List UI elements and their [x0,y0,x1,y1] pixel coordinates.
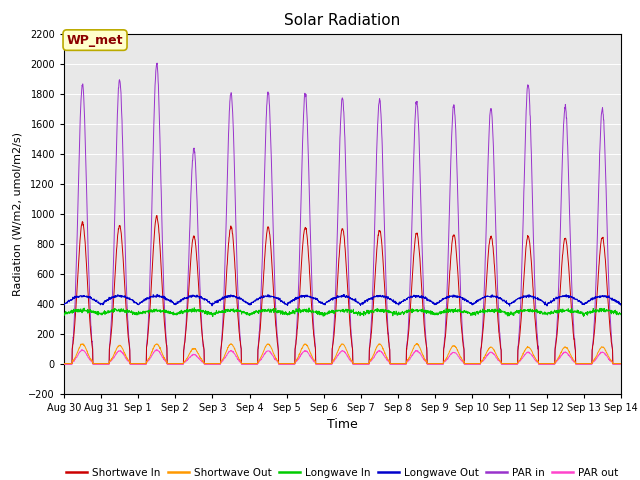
Text: WP_met: WP_met [67,34,124,47]
Title: Solar Radiation: Solar Radiation [284,13,401,28]
Legend: Shortwave In, Shortwave Out, Longwave In, Longwave Out, PAR in, PAR out: Shortwave In, Shortwave Out, Longwave In… [62,464,623,480]
Y-axis label: Radiation (W/m2, umol/m2/s): Radiation (W/m2, umol/m2/s) [13,132,23,296]
X-axis label: Time: Time [327,418,358,431]
